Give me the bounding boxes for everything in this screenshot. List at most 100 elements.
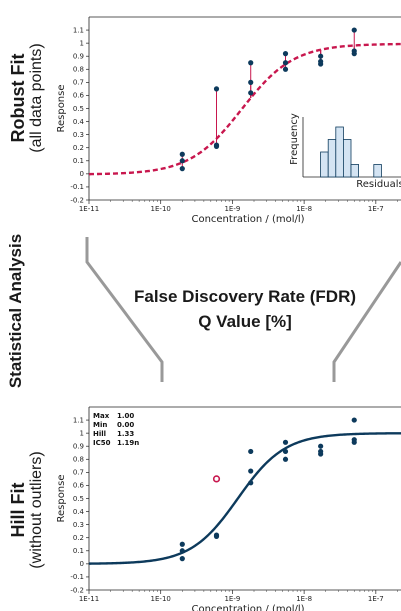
- fit-param-value: 1.33: [117, 430, 134, 438]
- histogram-bar: [335, 126, 344, 178]
- fit-param-label: IC50: [93, 439, 111, 447]
- y-axis-label: Response: [56, 474, 67, 522]
- y-tick-label: 0.3: [73, 131, 84, 139]
- funnel-right-edge: [332, 261, 401, 382]
- data-point: [248, 468, 254, 474]
- histogram-bar: [373, 164, 382, 178]
- fit-param-value: 1.19n: [117, 439, 139, 447]
- x-tick-label: 1E-7: [368, 205, 384, 213]
- inset-x-label: Residuals: [356, 179, 401, 190]
- y-tick-label: 0.6: [73, 92, 85, 100]
- y-tick-label: 0.8: [73, 456, 84, 464]
- fit-param-label: Hill: [93, 430, 106, 438]
- data-point: [179, 548, 185, 554]
- q-value-heading: Q Value [%]: [198, 312, 292, 331]
- y-tick-label: 0.1: [73, 547, 84, 555]
- residual-histogram-inset: Residuals Frequency: [289, 113, 401, 190]
- fdr-heading: False Discovery Rate (FDR): [133, 287, 357, 306]
- x-axis-label: Concentration / (mol/l): [191, 604, 304, 611]
- y-tick-label: -0.2: [70, 586, 84, 594]
- x-tick-label: 1E-9: [224, 205, 240, 213]
- data-point: [351, 417, 357, 423]
- data-point: [248, 60, 254, 66]
- data-point: [282, 66, 289, 72]
- data-point: [248, 79, 254, 85]
- y-tick-label: 1: [80, 39, 84, 47]
- histogram-bar: [342, 139, 352, 178]
- x-tick-label: 1E-8: [296, 205, 312, 213]
- data-point: [318, 451, 324, 457]
- data-point: [351, 51, 357, 57]
- data-point: [179, 158, 185, 164]
- data-point: [318, 53, 324, 59]
- data-point: [179, 556, 185, 562]
- data-point: [179, 166, 185, 172]
- data-point: [318, 61, 324, 67]
- y-tick-label: 0.4: [73, 508, 85, 516]
- inset-y-label: Frequency: [289, 113, 300, 165]
- y-axis-label: Response: [56, 84, 67, 132]
- data-point: [282, 456, 289, 462]
- x-tick-label: 1E-7: [368, 595, 384, 603]
- y-tick-label: 0: [80, 560, 84, 568]
- histogram-bar: [350, 164, 359, 178]
- data-point: [213, 86, 220, 92]
- x-tick-label: 1E-10: [151, 595, 171, 603]
- robust-fit-curve: [89, 42, 401, 176]
- y-tick-label: 0.7: [73, 79, 84, 87]
- y-tick-label: 1.1: [73, 26, 84, 34]
- data-point: [213, 533, 220, 540]
- data-point: [282, 51, 289, 57]
- data-point: [282, 439, 289, 445]
- analysis-funnel: [85, 237, 401, 382]
- data-point: [248, 90, 254, 96]
- fit-param-label: Min: [93, 421, 107, 429]
- y-tick-label: -0.1: [70, 183, 84, 191]
- y-tick-label: 0.1: [73, 157, 84, 165]
- data-point: [179, 151, 185, 157]
- y-tick-label: 1: [80, 429, 84, 437]
- y-tick-label: 0.8: [73, 66, 84, 74]
- y-tick-label: 0.2: [73, 534, 84, 542]
- x-tick-label: 1E-11: [79, 595, 99, 603]
- x-tick-label: 1E-11: [79, 205, 99, 213]
- histogram-bar: [320, 151, 329, 178]
- y-tick-label: 0.4: [73, 118, 85, 126]
- y-tick-label: 0.9: [73, 53, 84, 61]
- y-tick-label: 0.2: [73, 144, 84, 152]
- data-point: [248, 480, 254, 486]
- outlier-point: [212, 475, 221, 483]
- data-point: [248, 448, 254, 455]
- fit-param-value: 0.00: [117, 421, 134, 429]
- x-tick-label: 1E-10: [151, 205, 171, 213]
- histogram-bar: [327, 139, 337, 178]
- x-tick-label: 1E-9: [224, 595, 240, 603]
- fit-parameters: Max 1.00 Min 0.00 Hill 1.33 IC50 1.19n: [93, 412, 139, 447]
- hill-fit-chart: -0.2 -0.1 0 0.1 0.2 0.3 0.4 0.5 0.6 0.7 0.8 0.9 1 1.1…: [56, 406, 401, 611]
- data-point: [318, 443, 324, 449]
- data-point: [179, 541, 185, 547]
- data-point: [282, 60, 289, 66]
- y-tick-label: 0.9: [73, 443, 84, 451]
- y-tick-label: 0.6: [73, 482, 85, 490]
- data-point: [282, 448, 289, 455]
- fit-param-value: 1.00: [117, 412, 134, 420]
- y-tick-label: 0.5: [73, 495, 84, 503]
- funnel-left-edge: [85, 237, 164, 382]
- x-tick-label: 1E-8: [296, 595, 312, 603]
- data-point: [351, 439, 357, 445]
- robust-fit-chart: -0.2 -0.1 0 0.1 0.2 0.3 0.4 0.5 0.6 0.7 0.8 0.9 1 1.1…: [56, 16, 401, 225]
- fit-param-label: Max: [93, 412, 110, 420]
- hill-fit-curve: [89, 432, 401, 565]
- data-point: [213, 143, 220, 150]
- y-tick-label: 0: [80, 170, 84, 178]
- data-point: [351, 27, 357, 33]
- y-tick-label: 1.1: [73, 416, 84, 424]
- y-tick-label: 0.7: [73, 469, 84, 477]
- y-tick-label: -0.2: [70, 196, 84, 204]
- y-tick-label: 0.5: [73, 105, 84, 113]
- y-tick-label: -0.1: [70, 573, 84, 581]
- y-tick-label: 0.3: [73, 521, 84, 529]
- x-axis-label: Concentration / (mol/l): [191, 214, 304, 225]
